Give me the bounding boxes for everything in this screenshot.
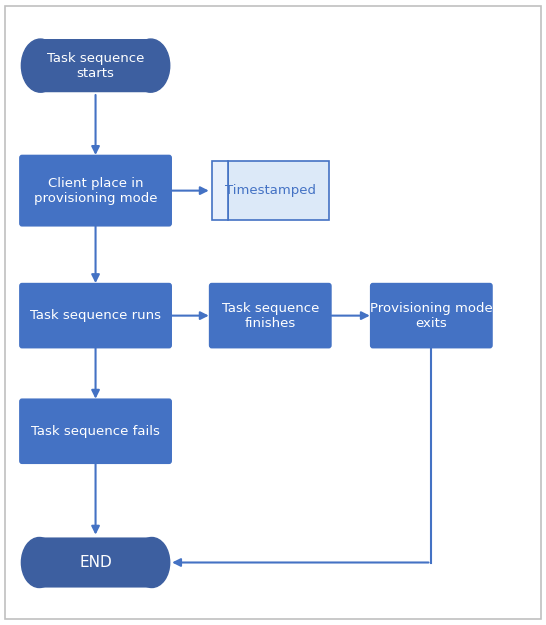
- FancyBboxPatch shape: [19, 155, 172, 226]
- Ellipse shape: [21, 39, 60, 92]
- FancyBboxPatch shape: [212, 161, 228, 220]
- Ellipse shape: [21, 538, 57, 588]
- Text: Task sequence runs: Task sequence runs: [30, 309, 161, 322]
- Text: Task sequence
finishes: Task sequence finishes: [222, 302, 319, 329]
- FancyBboxPatch shape: [40, 39, 151, 92]
- Text: Task sequence
starts: Task sequence starts: [47, 52, 144, 79]
- FancyBboxPatch shape: [19, 399, 172, 464]
- Text: Client place in
provisioning mode: Client place in provisioning mode: [34, 177, 157, 204]
- Text: Timestamped: Timestamped: [225, 184, 316, 197]
- FancyBboxPatch shape: [19, 282, 172, 349]
- Ellipse shape: [132, 39, 170, 92]
- Text: END: END: [79, 555, 112, 570]
- Ellipse shape: [134, 538, 170, 588]
- FancyBboxPatch shape: [209, 282, 332, 349]
- Text: Task sequence fails: Task sequence fails: [31, 425, 160, 438]
- FancyBboxPatch shape: [370, 282, 492, 349]
- FancyBboxPatch shape: [39, 538, 152, 588]
- Text: Provisioning mode
exits: Provisioning mode exits: [370, 302, 492, 329]
- FancyBboxPatch shape: [228, 161, 329, 220]
